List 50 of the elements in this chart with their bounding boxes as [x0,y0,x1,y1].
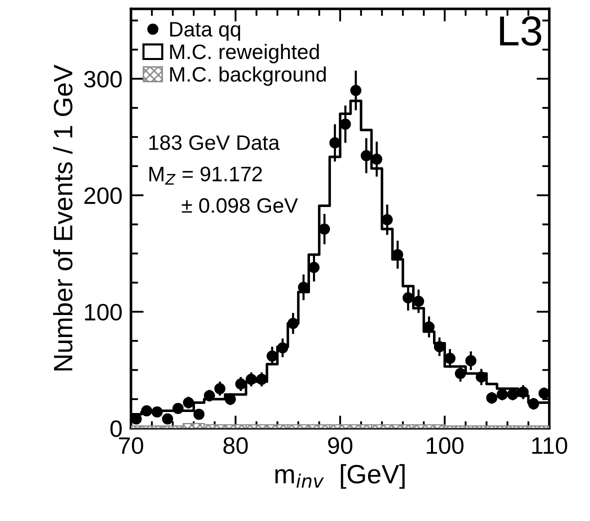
point [496,388,508,400]
point [528,398,540,410]
point [235,378,246,390]
point [371,154,382,165]
annotation: L3 [500,16,542,46]
x-axis-title: m$_{inv}$ [GeV] [275,464,405,489]
point [329,137,340,148]
point [360,150,372,162]
y-tick-label: 0 [110,420,122,438]
annotation: 183 GeV Data [149,135,280,150]
point [444,352,456,364]
x-tick-label: 100 [426,437,464,454]
point [162,413,174,424]
point [402,292,414,304]
point [141,405,152,416]
y-tick-label: 200 [84,187,122,204]
annotation: ± 0.098 GeV [182,198,298,213]
y-tick-label: 300 [84,70,122,88]
point [288,318,299,329]
point [340,118,351,130]
point [172,402,184,414]
y-tick-label: 100 [85,304,122,321]
point [507,388,518,400]
x-tick-label: 70 [119,437,144,454]
point [246,374,257,385]
legend-label: M.C. reweighted [170,44,319,64]
x-tick-label: 80 [223,437,248,454]
point [204,390,215,402]
point [182,397,194,408]
point [413,296,424,307]
point [465,355,476,366]
x-tick-label: 90 [328,437,352,454]
point [476,371,487,383]
point [454,368,466,380]
point [214,383,226,394]
point [318,223,330,235]
point [277,342,288,354]
point [518,386,529,398]
point [350,84,362,96]
point [193,408,205,420]
legend-label: M.C. background [170,66,326,86]
point [266,350,278,362]
annotation: M$_{Z}$ = 91.172 [149,166,262,185]
point [152,406,163,418]
legend-label: Data qq [170,22,240,41]
point [486,392,498,404]
y-axis-title: Number of Events / 1 GeV [53,64,72,370]
point [382,214,393,226]
point [256,374,268,385]
x-tick-label: 110 [532,437,568,454]
